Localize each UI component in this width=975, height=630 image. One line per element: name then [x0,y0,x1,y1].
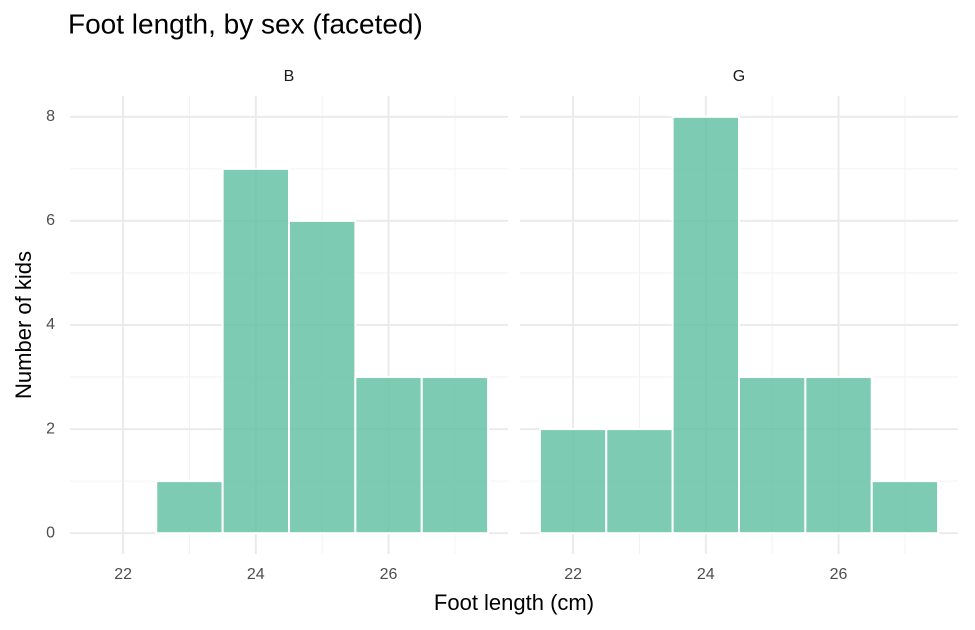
y-axis-label: Number of kids [11,251,36,399]
histogram-bar [420,376,490,535]
histogram-bar [605,428,674,535]
x-tick-label: 24 [247,566,265,583]
histogram-bar [738,376,807,535]
histogram-bar [221,167,291,535]
y-tick-label: 6 [46,212,55,229]
facet-label: B [284,68,295,85]
histogram-bar [155,480,224,535]
histogram-bar [538,428,608,535]
histogram-bar [354,376,423,535]
histogram-bar [804,376,873,535]
y-tick-label: 2 [46,420,55,437]
x-tick-label: 22 [564,566,582,583]
histogram-bar [671,115,740,535]
y-tick-label: 8 [46,108,55,125]
y-tick-label: 0 [46,524,55,541]
x-tick-label: 22 [114,566,132,583]
y-tick-label: 4 [46,316,55,333]
histogram-bar [288,219,357,535]
x-tick-label: 26 [380,566,398,583]
histogram-bar [870,480,940,535]
facet-label: G [733,68,745,85]
chart-title: Foot length, by sex (faceted) [68,8,423,39]
x-tick-label: 24 [697,566,715,583]
x-axis-label: Foot length (cm) [434,590,594,615]
x-tick-label: 26 [830,566,848,583]
